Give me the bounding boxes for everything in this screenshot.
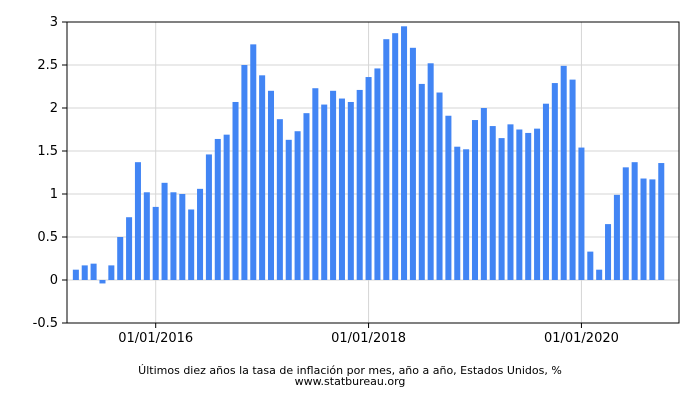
bar bbox=[90, 263, 97, 280]
bar bbox=[143, 192, 150, 280]
bar bbox=[392, 33, 399, 281]
bar bbox=[108, 265, 115, 280]
bar bbox=[259, 75, 266, 280]
x-tick-label: 01/01/2016 bbox=[118, 331, 193, 346]
bar bbox=[658, 163, 665, 280]
bar bbox=[81, 265, 88, 280]
bar bbox=[285, 139, 292, 280]
bar bbox=[312, 88, 319, 280]
x-tick-label: 01/01/2018 bbox=[331, 331, 406, 346]
y-tick-label: -0.5 bbox=[33, 316, 58, 331]
y-tick-label: 2.5 bbox=[37, 58, 58, 73]
bar bbox=[197, 188, 204, 280]
bar bbox=[383, 39, 390, 281]
bar bbox=[534, 128, 541, 280]
bar bbox=[330, 90, 337, 280]
bar bbox=[241, 65, 248, 280]
chart-source: www.statbureau.org bbox=[295, 375, 406, 388]
bar bbox=[223, 134, 230, 280]
bar bbox=[188, 209, 195, 280]
bar bbox=[205, 154, 212, 280]
bar bbox=[72, 269, 79, 280]
y-tick-label: 3 bbox=[50, 15, 58, 30]
bar bbox=[596, 269, 603, 280]
bar bbox=[418, 83, 425, 280]
bar bbox=[117, 237, 124, 280]
bar bbox=[179, 194, 186, 280]
bar bbox=[613, 194, 620, 280]
bar bbox=[250, 44, 257, 280]
bar bbox=[303, 113, 310, 280]
bar bbox=[401, 26, 408, 280]
bar bbox=[214, 138, 221, 280]
bar bbox=[480, 108, 487, 280]
y-tick-label: 1 bbox=[50, 187, 58, 202]
bar bbox=[445, 115, 452, 281]
y-tick-label: 1.5 bbox=[37, 144, 58, 159]
bar bbox=[631, 162, 638, 280]
bar bbox=[551, 83, 558, 280]
bar bbox=[605, 224, 612, 280]
bar bbox=[99, 280, 106, 284]
bar bbox=[170, 192, 177, 280]
bar bbox=[454, 146, 461, 280]
bar bbox=[321, 104, 328, 280]
bar bbox=[640, 178, 647, 280]
bar bbox=[578, 147, 585, 280]
chart-title: Últimos diez años la tasa de inflación p… bbox=[138, 364, 562, 377]
bar bbox=[622, 167, 629, 280]
bar bbox=[365, 77, 372, 280]
bar bbox=[436, 92, 443, 281]
bar bbox=[525, 132, 532, 280]
y-tick-label: 2 bbox=[50, 101, 58, 116]
bar bbox=[267, 90, 275, 280]
plot-frame bbox=[66, 21, 680, 324]
bar bbox=[356, 89, 363, 280]
bar bbox=[409, 47, 416, 280]
bar bbox=[232, 101, 239, 280]
bar bbox=[427, 63, 434, 280]
bar bbox=[126, 217, 133, 280]
bar bbox=[134, 162, 141, 280]
x-tick-label: 01/01/2020 bbox=[544, 331, 619, 346]
bar bbox=[471, 120, 479, 280]
bar bbox=[276, 119, 283, 281]
bar bbox=[152, 206, 159, 280]
tick-labels: 3 2.5 2 1.5 1 0.5 0 -0.5 01/01/2016 01/01/2018 01/… bbox=[33, 15, 619, 346]
bars bbox=[72, 26, 665, 284]
bar bbox=[560, 65, 567, 280]
bar bbox=[569, 79, 576, 281]
bar bbox=[463, 149, 470, 280]
axes bbox=[62, 21, 680, 328]
bar bbox=[161, 182, 168, 280]
bar bbox=[294, 131, 301, 280]
bar bbox=[587, 251, 594, 280]
bar bbox=[507, 124, 514, 280]
bar bbox=[338, 98, 345, 280]
bar bbox=[374, 68, 381, 280]
y-tick-label: 0 bbox=[50, 273, 58, 288]
bar bbox=[498, 138, 505, 280]
grid-lines bbox=[67, 21, 679, 324]
bar bbox=[542, 103, 549, 280]
y-tick-label: 0.5 bbox=[37, 230, 58, 245]
bar bbox=[649, 179, 656, 280]
bar bbox=[347, 101, 354, 280]
bar bbox=[489, 126, 496, 280]
bar bbox=[516, 129, 523, 280]
